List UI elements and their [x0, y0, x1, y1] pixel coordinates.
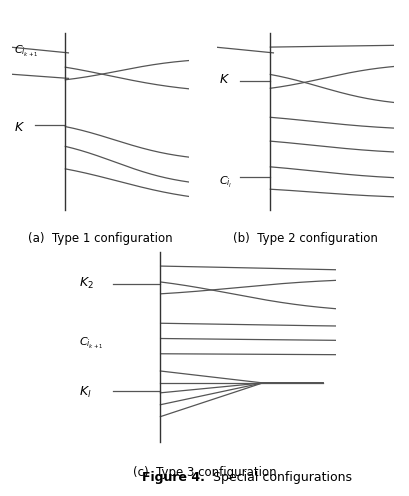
Text: $C_{i_l}$: $C_{i_l}$ — [218, 175, 232, 189]
Text: $C_{i_{k+1}}$: $C_{i_{k+1}}$ — [79, 336, 103, 351]
Text: $K_2$: $K_2$ — [79, 276, 94, 291]
Text: $K$: $K$ — [14, 121, 25, 133]
Text: (a)  Type 1 configuration: (a) Type 1 configuration — [28, 232, 172, 245]
Text: (b)  Type 2 configuration: (b) Type 2 configuration — [232, 232, 377, 245]
Text: $K_l$: $K_l$ — [79, 385, 92, 400]
Text: $K$: $K$ — [218, 73, 229, 86]
Text: Figure 4.: Figure 4. — [142, 471, 204, 484]
Text: $C_{i_{k+1}}$: $C_{i_{k+1}}$ — [14, 44, 38, 60]
Text: Special configurations: Special configurations — [204, 471, 351, 484]
Text: (c)  Type 3 configuration: (c) Type 3 configuration — [133, 466, 276, 479]
